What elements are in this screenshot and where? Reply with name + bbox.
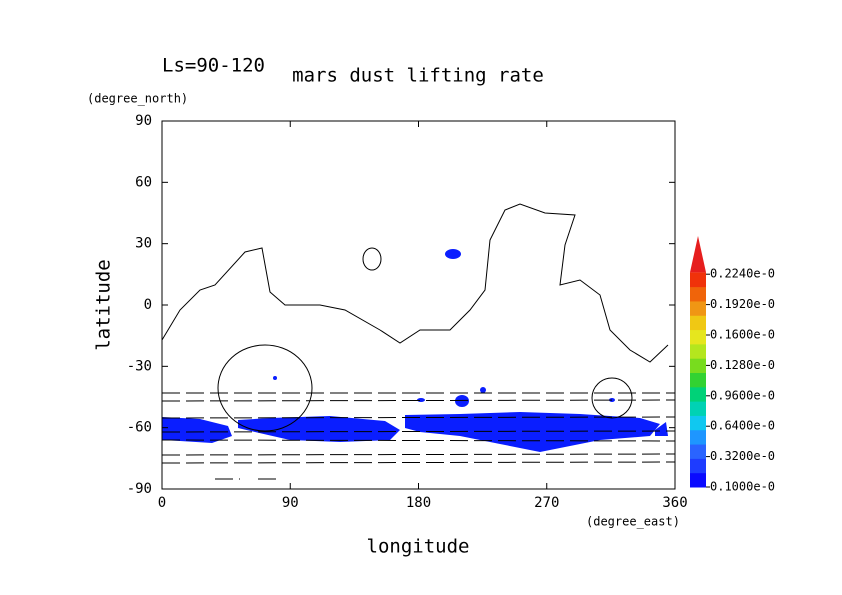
x-unit: (degree_east): [586, 515, 680, 529]
x-axis-label: longitude: [367, 536, 470, 558]
contour-line: [591, 377, 633, 419]
colorbar-label: 0.1280e-0: [710, 358, 775, 372]
x-tick-label: 360: [662, 495, 687, 511]
colorbar-step: [690, 444, 706, 459]
y-tick-label: -90: [127, 481, 152, 497]
colorbar-step: [690, 329, 706, 345]
y-unit: (degree_north): [87, 92, 188, 106]
colorbar-label: 0.1000e-0: [710, 480, 775, 494]
colorbar-step: [690, 472, 706, 488]
fill-region: [480, 387, 486, 393]
colorbar-label: 0.6400e-0: [710, 419, 775, 433]
fill-region: [238, 416, 400, 442]
colorbar-step: [690, 343, 706, 359]
colorbar-step: [690, 300, 706, 316]
fill-region: [273, 376, 277, 380]
colorbar-arrow: [690, 236, 706, 273]
colorbar-step: [690, 415, 706, 431]
colorbar-label: 0.1600e-0: [710, 328, 775, 342]
y-tick-label: -30: [127, 358, 152, 374]
contour-line: [161, 399, 676, 402]
colorbar-step: [690, 358, 706, 373]
x-tick-label: 180: [406, 495, 431, 511]
y-tick-label: 0: [144, 297, 152, 313]
fill-region: [405, 412, 660, 452]
fill-region: [655, 422, 668, 436]
colorbar-step: [690, 458, 706, 474]
colorbar-label: 0.3200e-0: [710, 449, 775, 463]
fill-region: [162, 417, 232, 443]
contour-line: [161, 461, 676, 464]
y-tick-label: 30: [135, 236, 152, 252]
colorbar-label: 0.1920e-0: [710, 297, 775, 311]
y-tick-label: 90: [135, 113, 152, 129]
y-tick-label: 60: [135, 174, 152, 190]
subtitle: Ls=90-120: [162, 55, 265, 77]
y-tick-label: -60: [127, 420, 152, 436]
contour-line: [362, 247, 382, 271]
contour-line: [161, 439, 676, 442]
contour-line: [161, 430, 676, 433]
colorbar-step: [690, 272, 706, 288]
fill-region: [455, 395, 469, 407]
x-tick-label: 90: [282, 495, 299, 511]
colorbar-step: [690, 372, 706, 388]
contour-line: [161, 416, 676, 419]
y-axis-label: latitude: [93, 259, 115, 351]
colorbar-label: 0.2240e-0: [710, 267, 775, 281]
colorbar-step: [690, 429, 706, 445]
contour-line: [217, 344, 313, 432]
fill-region: [609, 398, 615, 402]
x-tick-label: 270: [534, 495, 559, 511]
dashed-contours: [161, 392, 676, 480]
chart-title: mars dust lifting rate: [292, 65, 544, 87]
colorbar-step: [690, 286, 706, 302]
colorbar-step: [690, 386, 706, 402]
contour-line: [161, 453, 676, 456]
colorbar-step: [690, 401, 706, 416]
contour-line: [161, 203, 669, 363]
fill-region: [445, 249, 461, 259]
fill-region: [417, 398, 425, 402]
x-tick-label: 0: [158, 495, 166, 511]
dust-fill: [162, 249, 668, 452]
contours: [161, 203, 676, 480]
colorbar-label: 0.9600e-0: [710, 388, 775, 402]
colorbar-step: [690, 315, 706, 331]
